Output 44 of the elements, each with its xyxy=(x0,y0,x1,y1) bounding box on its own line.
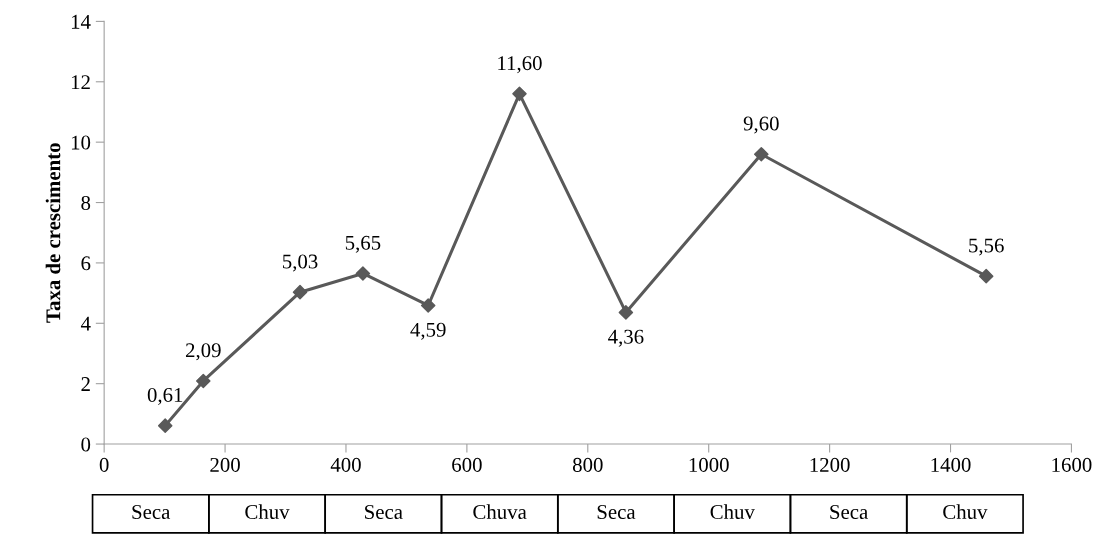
y-tick-label: 2 xyxy=(81,377,90,391)
point xyxy=(754,146,769,162)
y-axis-title: Taxa de crescimento xyxy=(45,143,61,323)
x-tick-label: 1000 xyxy=(689,457,729,472)
point xyxy=(618,305,634,320)
data-label: 9,60 xyxy=(743,116,779,134)
y-tick-label: 8 xyxy=(81,195,91,210)
point xyxy=(292,284,308,300)
point xyxy=(512,86,527,102)
x-tick-label: 400 xyxy=(330,457,361,472)
point xyxy=(420,298,436,313)
y-tick-label: 12 xyxy=(71,75,90,90)
data-label: 4,36 xyxy=(608,329,644,347)
data-label: 11,60 xyxy=(498,56,542,74)
x-tick-label: 0 xyxy=(99,457,109,472)
text: Chuv xyxy=(943,504,988,519)
data-label: 2,09 xyxy=(185,343,221,361)
data-label: 0,61 xyxy=(147,387,183,405)
x-tick-label: 1600 xyxy=(1052,457,1092,472)
y-tick-label: 14 xyxy=(71,14,91,29)
text: Chuva xyxy=(473,504,527,519)
text: Chuv xyxy=(245,504,290,519)
text: Seca xyxy=(365,505,403,519)
point xyxy=(355,266,371,281)
point xyxy=(196,373,211,389)
y-tick-label: 6 xyxy=(81,256,91,271)
x-tick-label: 1200 xyxy=(810,457,850,472)
y-tick-label: 10 xyxy=(71,135,91,150)
x-tick-label: 200 xyxy=(210,457,240,472)
point xyxy=(978,268,994,284)
data-label: 4,59 xyxy=(410,322,446,340)
text: Seca xyxy=(597,505,636,519)
data-label: 5,56 xyxy=(969,238,1004,256)
point xyxy=(157,418,173,433)
y-tick-label: 4 xyxy=(80,316,91,331)
text: Seca xyxy=(830,505,868,519)
x-tick-label: 1400 xyxy=(931,457,971,472)
x-tick-label: 600 xyxy=(452,457,482,472)
x-tick-label: 800 xyxy=(572,457,603,472)
data-label: 5,03 xyxy=(283,254,318,272)
data-label: 5,65 xyxy=(345,235,381,253)
y-tick-label: 0 xyxy=(81,437,91,452)
text: Chuv xyxy=(710,504,755,519)
text: Seca xyxy=(132,505,171,519)
